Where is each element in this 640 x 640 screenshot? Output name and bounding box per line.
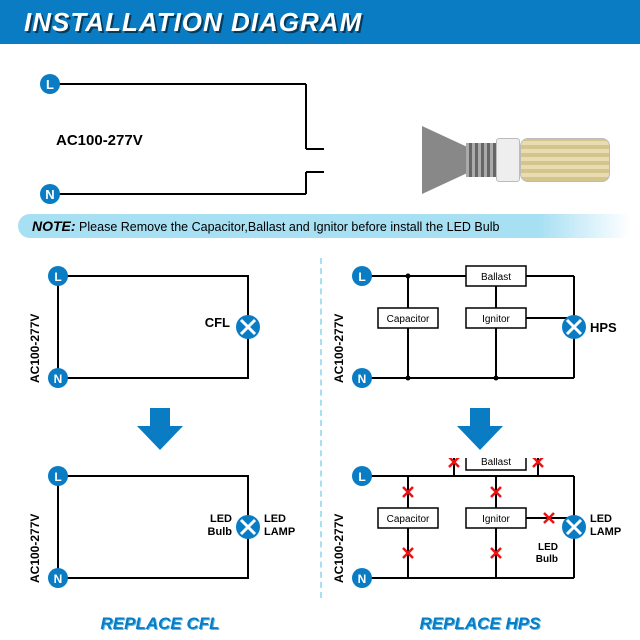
svg-text:Ballast: Ballast — [481, 458, 511, 468]
svg-text:LAMP: LAMP — [264, 526, 295, 538]
cfl-before-svg: L N CFL — [20, 258, 300, 398]
left-arrow-icon — [135, 406, 185, 452]
note-label: NOTE: — [32, 218, 76, 234]
hps-after-svg: Ballast Capacitor Ignitor — [324, 458, 640, 598]
svg-text:N: N — [358, 572, 367, 586]
lower-section: L N CFL AC100-277V L N LED Bulb LED LAMP — [0, 238, 640, 638]
svg-text:N: N — [54, 572, 63, 586]
top-L-label: L — [46, 77, 54, 92]
svg-text:LAMP: LAMP — [590, 526, 621, 538]
svg-text:L: L — [54, 470, 61, 484]
left-after-voltage: AC100-277V — [28, 514, 42, 583]
svg-text:LED: LED — [590, 513, 612, 525]
svg-text:HPS: HPS — [590, 320, 617, 335]
svg-text:LED: LED — [538, 542, 558, 553]
svg-text:L: L — [54, 270, 61, 284]
cfl-after-svg: L N LED Bulb LED LAMP — [20, 458, 320, 598]
svg-text:CFL: CFL — [205, 315, 230, 330]
note-text: Please Remove the Capacitor,Ballast and … — [79, 220, 499, 234]
left-title: REPLACE CFL — [0, 614, 320, 634]
top-diagram: L N AC100-277V — [0, 44, 640, 214]
top-N-label: N — [45, 187, 54, 202]
svg-text:Ignitor: Ignitor — [482, 314, 510, 325]
right-arrow-icon — [455, 406, 505, 452]
left-column: L N CFL AC100-277V L N LED Bulb LED LAMP — [0, 248, 320, 638]
svg-text:Ignitor: Ignitor — [482, 514, 510, 525]
right-title: REPLACE HPS — [320, 614, 640, 634]
right-before-voltage: AC100-277V — [332, 314, 346, 383]
svg-text:L: L — [358, 470, 365, 484]
svg-text:Bulb: Bulb — [208, 526, 233, 538]
hps-before-svg: Ballast Capacitor Ignitor L N HPS — [324, 258, 640, 398]
svg-text:Capacitor: Capacitor — [387, 514, 430, 525]
note-band: NOTE: Please Remove the Capacitor,Ballas… — [18, 214, 630, 238]
header-band: INSTALLATION DIAGRAM — [0, 0, 640, 44]
svg-text:Ballast: Ballast — [481, 272, 511, 283]
svg-text:N: N — [358, 372, 367, 386]
right-after-voltage: AC100-277V — [332, 514, 346, 583]
svg-text:LED: LED — [264, 513, 286, 525]
svg-text:LED: LED — [210, 513, 232, 525]
right-column: Ballast Capacitor Ignitor L N HPS — [320, 248, 640, 638]
svg-text:Bulb: Bulb — [536, 554, 558, 565]
top-voltage: AC100-277V — [56, 132, 143, 149]
svg-text:L: L — [358, 270, 365, 284]
page-title: INSTALLATION DIAGRAM — [24, 7, 362, 38]
left-before-voltage: AC100-277V — [28, 314, 42, 383]
svg-text:Capacitor: Capacitor — [387, 314, 430, 325]
led-bulb-graphic — [422, 126, 610, 194]
svg-text:N: N — [54, 372, 63, 386]
